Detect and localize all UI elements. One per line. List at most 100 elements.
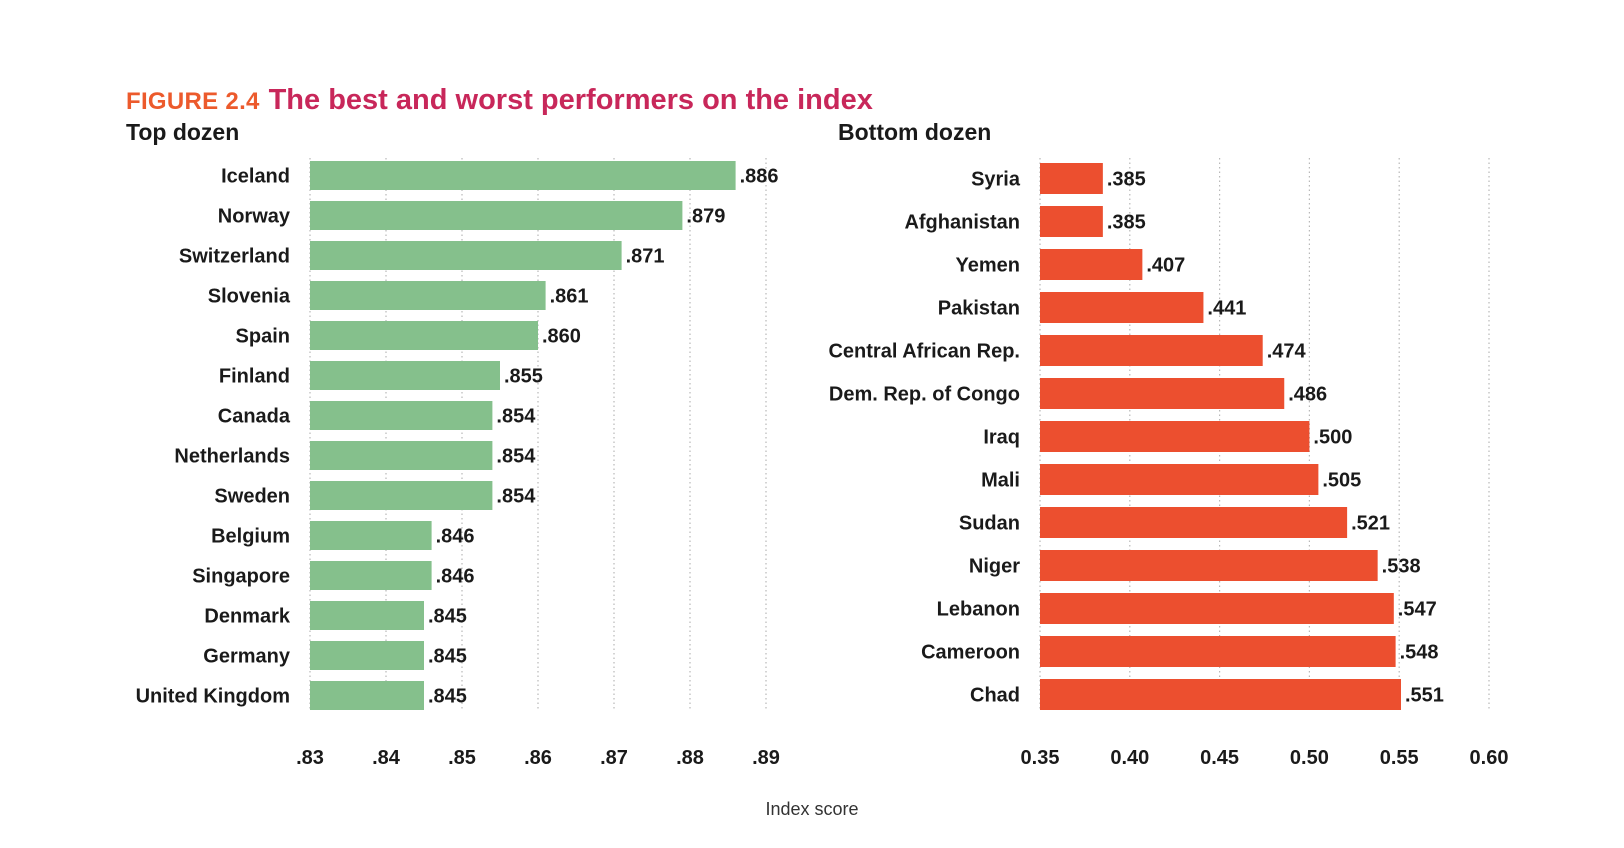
top-value-label: .854	[496, 446, 536, 468]
top-value-label: .860	[542, 326, 581, 348]
top-value-label: .879	[686, 206, 725, 228]
bottom-category-label: Cameroon	[921, 642, 1020, 664]
bottom-x-tick-label: 0.50	[1290, 747, 1329, 769]
bottom-category-label: Afghanistan	[904, 212, 1020, 234]
top-value-label: .854	[496, 486, 536, 508]
bottom-value-label: .551	[1405, 685, 1444, 707]
top-category-label: Sweden	[214, 486, 290, 508]
bottom-x-tick-label: 0.40	[1110, 747, 1149, 769]
bottom-x-tick-label: 0.35	[1021, 747, 1060, 769]
bottom-x-tick-label: 0.55	[1380, 747, 1419, 769]
bottom-value-label: .474	[1267, 341, 1307, 363]
top-category-label: Germany	[203, 646, 291, 668]
bottom-category-label: Iraq	[983, 427, 1020, 449]
top-category-label: Canada	[218, 406, 291, 428]
figure-title-text: The best and worst performers on the ind…	[268, 84, 873, 116]
top-x-tick-label: .89	[752, 747, 780, 769]
top-bar	[310, 561, 432, 590]
bottom-value-label: .441	[1207, 298, 1246, 320]
top-category-label: Belgium	[211, 526, 290, 548]
top-category-label: Netherlands	[174, 446, 290, 468]
top-bar	[310, 201, 683, 230]
bottom-category-label: Lebanon	[937, 599, 1020, 621]
top-value-label: .845	[428, 646, 467, 668]
top-value-label: .871	[626, 246, 665, 268]
bottom-category-label: Pakistan	[938, 298, 1020, 320]
bottom-bar	[1040, 335, 1263, 366]
bottom-category-label: Sudan	[959, 513, 1020, 535]
top-bar	[310, 361, 500, 390]
x-axis-label: Index score	[765, 799, 859, 819]
bottom-bar	[1040, 206, 1103, 237]
top-category-label: Spain	[236, 326, 290, 348]
bottom-category-label: Chad	[970, 685, 1020, 707]
bottom-value-label: .486	[1288, 384, 1327, 406]
bottom-bar	[1040, 593, 1394, 624]
top-bar	[310, 521, 432, 550]
top-x-tick-label: .83	[296, 747, 324, 769]
bottom-bar	[1040, 550, 1378, 581]
top-value-label: .846	[436, 566, 475, 588]
top-dozen-title: Top dozen	[126, 119, 240, 145]
top-x-tick-label: .86	[524, 747, 552, 769]
top-value-label: .845	[428, 686, 467, 708]
top-value-label: .846	[436, 526, 475, 548]
top-x-tick-label: .85	[448, 747, 476, 769]
top-x-tick-label: .88	[676, 747, 704, 769]
bottom-category-label: Niger	[969, 556, 1020, 578]
bottom-value-label: .521	[1351, 513, 1390, 535]
top-bar	[310, 641, 424, 670]
bottom-bar	[1040, 292, 1204, 323]
bottom-bar	[1040, 464, 1319, 495]
bottom-category-label: Mali	[981, 470, 1020, 492]
bottom-value-label: .385	[1107, 169, 1146, 191]
top-category-label: Denmark	[204, 606, 290, 628]
bottom-bar	[1040, 507, 1348, 538]
bottom-value-label: .505	[1322, 470, 1361, 492]
bottom-value-label: .385	[1107, 212, 1146, 234]
figure-title: FIGURE 2.4 The best and worst performers…	[126, 80, 873, 117]
bottom-value-label: .548	[1400, 642, 1439, 664]
bottom-dozen-title: Bottom dozen	[838, 119, 992, 145]
top-bar	[310, 241, 622, 270]
top-bar	[310, 161, 736, 190]
top-value-label: .854	[496, 406, 536, 428]
top-value-label: .845	[428, 606, 467, 628]
bottom-bar	[1040, 421, 1310, 452]
bottom-bar	[1040, 636, 1396, 667]
bottom-bar	[1040, 378, 1285, 409]
bottom-bar	[1040, 249, 1143, 280]
bottom-bar	[1040, 163, 1103, 194]
bottom-value-label: .407	[1146, 255, 1185, 277]
bottom-x-tick-label: 0.60	[1470, 747, 1509, 769]
bottom-category-label: Dem. Rep. of Congo	[829, 384, 1020, 406]
bottom-value-label: .547	[1398, 599, 1437, 621]
top-category-label: Iceland	[221, 166, 290, 188]
top-category-label: Finland	[219, 366, 290, 388]
top-bar	[310, 681, 424, 710]
bottom-category-label: Syria	[971, 169, 1021, 191]
bottom-value-label: .538	[1382, 556, 1421, 578]
top-value-label: .855	[504, 366, 543, 388]
bottom-value-label: .500	[1313, 427, 1352, 449]
top-bar	[310, 401, 493, 430]
bottom-category-label: Central African Rep.	[828, 341, 1020, 363]
top-x-tick-label: .84	[372, 747, 401, 769]
bottom-category-label: Yemen	[956, 255, 1020, 277]
bottom-x-tick-label: 0.45	[1200, 747, 1239, 769]
top-bar	[310, 601, 424, 630]
top-category-label: Slovenia	[208, 286, 291, 308]
top-bar	[310, 281, 546, 310]
top-category-label: Singapore	[192, 566, 290, 588]
top-category-label: Switzerland	[179, 246, 290, 268]
top-value-label: .861	[550, 286, 589, 308]
top-value-label: .886	[740, 166, 779, 188]
top-category-label: United Kingdom	[136, 686, 290, 708]
top-bar	[310, 321, 538, 350]
top-x-tick-label: .87	[600, 747, 628, 769]
top-bar	[310, 481, 493, 510]
figure-number: FIGURE 2.4	[126, 88, 260, 115]
bottom-bar	[1040, 679, 1401, 710]
top-category-label: Norway	[218, 206, 291, 228]
